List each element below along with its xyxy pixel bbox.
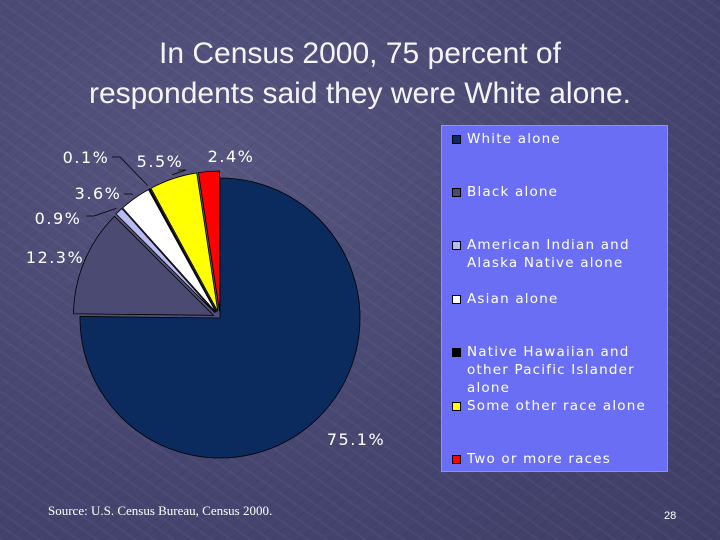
legend-swatch-some-other-race [452,402,461,411]
data-label-asian-alone: 3.6% [75,184,122,203]
data-label-native-hawaiian: 0.1% [63,148,110,167]
legend-swatch-asian-alone [452,295,461,304]
pie-slice-american-indian [115,207,216,314]
legend-label-white-alone: White alone [467,131,561,147]
legend-label-american-indian: American Indian and Alaska Native alone [467,237,630,271]
data-label-american-indian: 0.9% [35,209,82,228]
legend-label-black-alone: Black alone [467,184,559,200]
data-label-two-or-more: 2.4% [208,147,255,166]
data-label-white-alone: 75.1% [327,430,385,449]
legend-item-two-or-more: Two or more races [452,450,667,468]
legend-swatch-american-indian [452,241,461,250]
pie-slice-some-other-race [150,172,219,312]
slide-title: In Census 2000, 75 percent of respondent… [0,34,720,114]
legend-item-native-hawaiian: Native Hawaiian and other Pacific Island… [452,343,667,397]
legend-item-black-alone: Black alone [452,183,667,201]
pie-slice-asian-alone [122,189,217,313]
source-note: Source: U.S. Census Bureau, Census 2000. [48,503,273,518]
legend-swatch-white-alone [452,135,461,144]
data-label-black-alone: 12.3% [26,248,84,267]
pie-slice-white-alone [79,177,361,459]
slide-title-line-2: respondents said they were White alone. [89,77,631,110]
legend-label-some-other-race: Some other race alone [467,398,647,414]
leader-line-some-other-race [171,169,187,176]
leader-line-american-indian [86,207,117,217]
data-label-some-other-race: 5.5% [137,152,184,171]
page-number: 28 [664,510,677,522]
pie-slice-black-alone [73,215,215,316]
legend-swatch-black-alone [452,188,461,197]
legend-item-some-other-race: Some other race alone [452,397,667,415]
slide-title-line-1: In Census 2000, 75 percent of [159,37,561,70]
legend-label-two-or-more: Two or more races [467,451,611,467]
leader-line-asian-alone [124,193,134,196]
legend-label-asian-alone: Asian alone [467,291,559,307]
chart-legend: White alone Black alone American Indian … [441,125,668,472]
legend-swatch-native-hawaiian [452,348,461,357]
pie-slice-native-hawaiian [148,188,217,313]
legend-label-native-hawaiian: Native Hawaiian and other Pacific Island… [467,344,635,396]
legend-item-white-alone: White alone [452,130,667,148]
pie-slice-two-or-more [197,170,220,312]
legend-item-asian-alone: Asian alone [452,290,667,308]
legend-swatch-two-or-more [452,455,461,464]
legend-item-american-indian: American Indian and Alaska Native alone [452,236,667,272]
leader-line-native-hawaiian [112,156,148,186]
